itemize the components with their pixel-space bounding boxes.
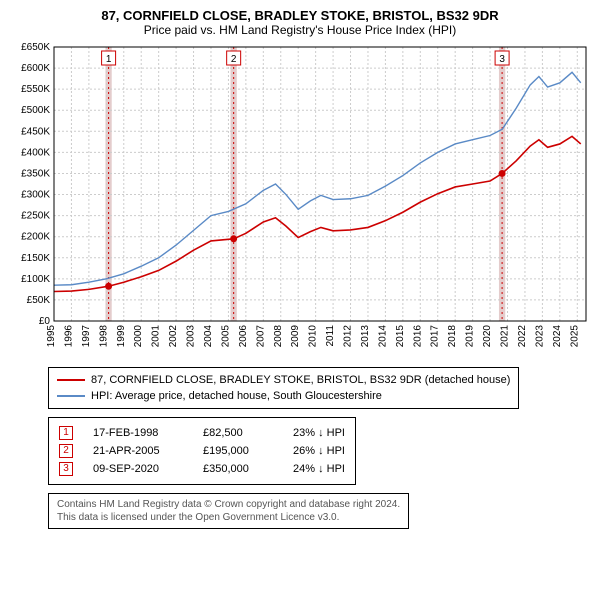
footer-line1: Contains HM Land Registry data © Crown c… — [57, 498, 400, 511]
y-tick-label: £650K — [21, 42, 50, 53]
event-date: 21-APR-2005 — [93, 442, 183, 460]
x-tick-label: 2008 — [273, 325, 284, 348]
event-price: £350,000 — [203, 460, 273, 478]
x-tick-label: 2009 — [290, 325, 301, 348]
price-chart: £0£50K£100K£150K£200K£250K£300K£350K£400… — [8, 41, 592, 361]
y-tick-label: £500K — [21, 105, 50, 116]
event-number: 1 — [59, 426, 73, 440]
legend-label: 87, CORNFIELD CLOSE, BRADLEY STOKE, BRIS… — [91, 372, 510, 388]
x-tick-label: 2024 — [552, 325, 563, 348]
event-number: 2 — [59, 444, 73, 458]
y-tick-label: £450K — [21, 126, 50, 137]
x-tick-label: 2021 — [500, 325, 511, 348]
y-tick-label: £350K — [21, 168, 50, 179]
x-tick-label: 2010 — [308, 325, 319, 348]
event-number: 3 — [59, 462, 73, 476]
x-tick-label: 1996 — [63, 325, 74, 348]
footer-line2: This data is licensed under the Open Gov… — [57, 511, 400, 524]
x-tick-label: 2003 — [186, 325, 197, 348]
event-date: 09-SEP-2020 — [93, 460, 183, 478]
x-tick-label: 1998 — [98, 325, 109, 348]
event-delta: 24% ↓ HPI — [293, 460, 345, 478]
x-tick-label: 1997 — [81, 325, 92, 348]
event-marker-number: 1 — [106, 54, 112, 65]
x-tick-label: 2015 — [395, 325, 406, 348]
x-tick-label: 1995 — [46, 325, 57, 348]
event-delta: 26% ↓ HPI — [293, 442, 345, 460]
event-marker-number: 2 — [231, 54, 237, 65]
chart-container: £0£50K£100K£150K£200K£250K£300K£350K£400… — [8, 41, 592, 361]
x-tick-label: 2006 — [238, 325, 249, 348]
y-tick-label: £250K — [21, 211, 50, 222]
event-date: 17-FEB-1998 — [93, 424, 183, 442]
legend-item: HPI: Average price, detached house, Sout… — [57, 388, 510, 404]
y-tick-label: £50K — [27, 295, 51, 306]
legend-item: 87, CORNFIELD CLOSE, BRADLEY STOKE, BRIS… — [57, 372, 510, 388]
y-tick-label: £200K — [21, 232, 50, 243]
x-tick-label: 2000 — [133, 325, 144, 348]
y-tick-label: £400K — [21, 147, 50, 158]
event-price: £82,500 — [203, 424, 273, 442]
x-tick-label: 2012 — [343, 325, 354, 348]
attribution: Contains HM Land Registry data © Crown c… — [48, 493, 409, 529]
event-marker-number: 3 — [499, 54, 505, 65]
x-tick-label: 2002 — [168, 325, 179, 348]
y-tick-label: £300K — [21, 190, 50, 201]
legend-swatch — [57, 379, 85, 381]
x-tick-label: 2020 — [482, 325, 493, 348]
x-tick-label: 2025 — [569, 325, 580, 348]
event-row: 2 21-APR-2005 £195,000 26% ↓ HPI — [59, 442, 345, 460]
event-delta: 23% ↓ HPI — [293, 424, 345, 442]
events-table: 1 17-FEB-1998 £82,500 23% ↓ HPI 2 21-APR-2005… — [48, 417, 356, 485]
y-tick-label: £150K — [21, 253, 50, 264]
event-price-dot — [499, 170, 506, 177]
x-tick-label: 2022 — [517, 325, 528, 348]
legend-swatch — [57, 395, 85, 397]
y-tick-label: £600K — [21, 63, 50, 74]
x-tick-label: 2013 — [360, 325, 371, 348]
event-row: 3 09-SEP-2020 £350,000 24% ↓ HPI — [59, 460, 345, 478]
x-tick-label: 1999 — [116, 325, 127, 348]
x-tick-label: 2018 — [447, 325, 458, 348]
x-tick-label: 2004 — [203, 325, 214, 348]
x-tick-label: 2007 — [255, 325, 266, 348]
y-tick-label: £100K — [21, 274, 50, 285]
event-price: £195,000 — [203, 442, 273, 460]
x-tick-label: 2016 — [412, 325, 423, 348]
event-price-dot — [230, 235, 237, 242]
page-title: 87, CORNFIELD CLOSE, BRADLEY STOKE, BRIS… — [8, 8, 592, 23]
legend-label: HPI: Average price, detached house, Sout… — [91, 388, 382, 404]
x-tick-label: 2017 — [430, 325, 441, 348]
x-tick-label: 2001 — [151, 325, 162, 348]
x-tick-label: 2005 — [220, 325, 231, 348]
page-subtitle: Price paid vs. HM Land Registry's House … — [8, 23, 592, 37]
y-tick-label: £550K — [21, 84, 50, 95]
x-tick-label: 2019 — [465, 325, 476, 348]
x-tick-label: 2023 — [534, 325, 545, 348]
event-price-dot — [105, 283, 112, 290]
x-tick-label: 2011 — [325, 325, 336, 347]
legend: 87, CORNFIELD CLOSE, BRADLEY STOKE, BRIS… — [48, 367, 519, 409]
event-row: 1 17-FEB-1998 £82,500 23% ↓ HPI — [59, 424, 345, 442]
x-tick-label: 2014 — [377, 325, 388, 348]
